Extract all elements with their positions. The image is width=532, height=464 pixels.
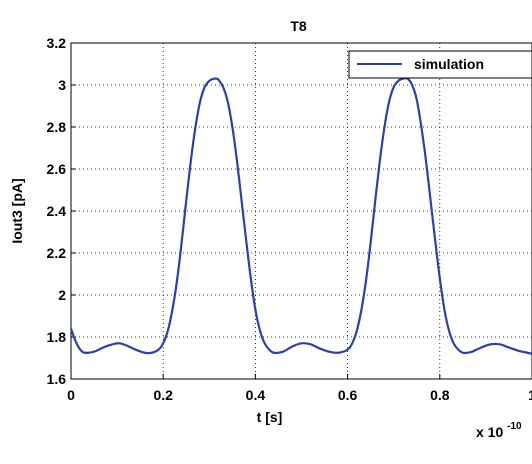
x-tick-label: 0.6 [338,387,358,403]
y-tick-label: 2.2 [47,245,67,261]
plot-area-frame [70,42,532,380]
x-tick-label: 0.2 [153,387,173,403]
series-line-simulation [69,77,532,355]
series-layer [69,77,532,355]
x-tick-label: 0.4 [246,387,266,403]
x-axis-multiplier: x 10 -10 [476,421,522,440]
chart-title: T8 [290,18,307,34]
legend: simulation [348,50,532,79]
grid-lines [71,43,532,379]
x-axis-label: t [s] [257,409,283,425]
x-tick-label: 0.8 [430,387,450,403]
y-tick-label: 2.8 [47,119,67,135]
y-tick-label: 2.4 [47,203,67,219]
y-tick-label: 2.6 [47,161,67,177]
y-tick-label: 3 [58,77,66,93]
y-tick-label: 2 [58,287,66,303]
x-tick-label: 1 [528,387,532,403]
x-axis-multiplier-base: x 10 [476,424,503,440]
y-tick-label: 1.8 [47,329,67,345]
y-axis-label: Iout3 [pA] [9,178,25,243]
axis-ticks: 0 0.2 0.4 0.6 0.8 1 1.6 1.8 2 2.2 2.4 2.6 2.8 3 3.2 [47,35,532,403]
x-axis-multiplier-exponent: -10 [507,421,522,432]
y-tick-label: 1.6 [47,371,67,387]
x-tick-label: 0 [67,387,75,403]
y-tick-label: 3.2 [47,35,67,51]
legend-label-simulation: simulation [414,56,484,72]
